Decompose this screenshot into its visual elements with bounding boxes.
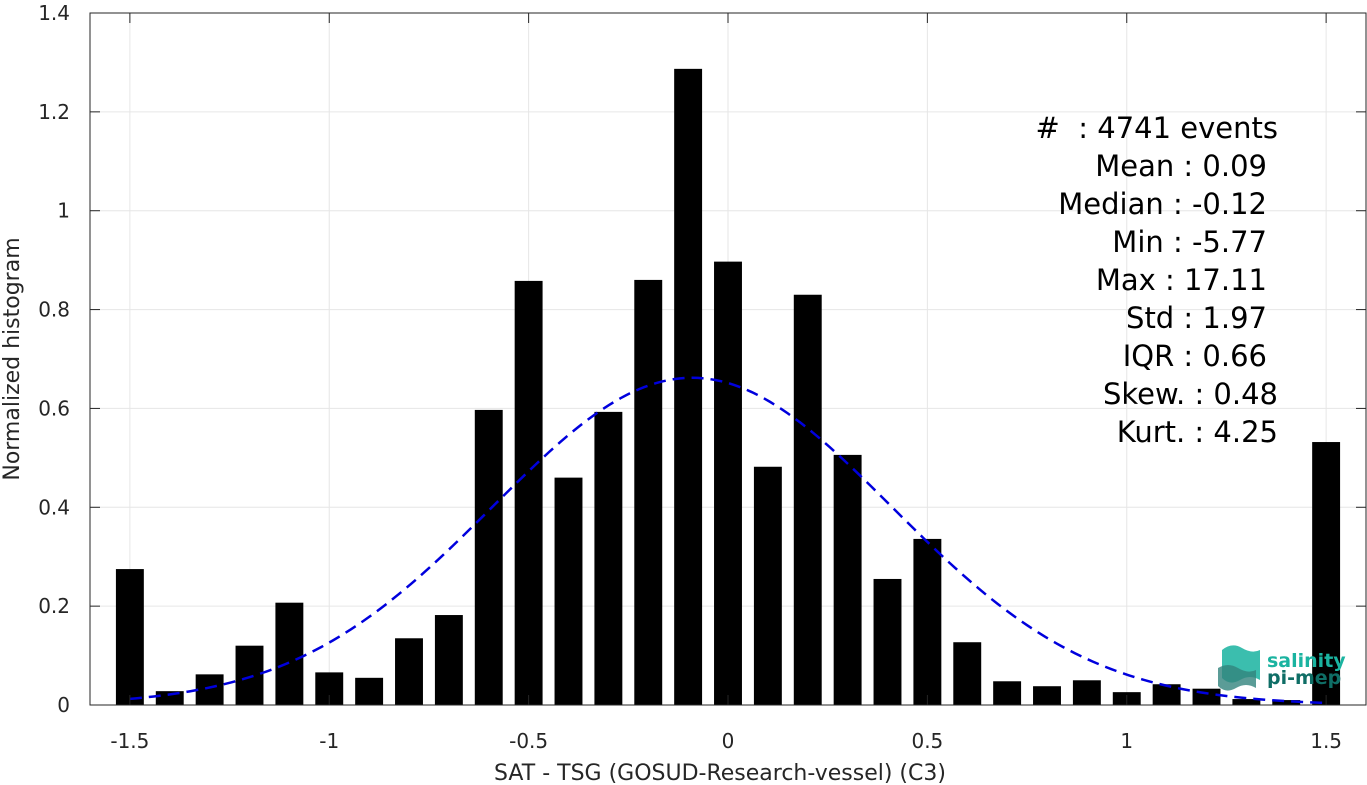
y-tick-label: 1.4 — [38, 1, 70, 25]
histogram-bar — [1033, 686, 1061, 705]
histogram-bar — [1312, 442, 1341, 705]
logo-line2: pi-mep — [1267, 667, 1341, 689]
histogram-bar — [634, 279, 663, 705]
histogram-bar — [355, 677, 384, 705]
histogram-bar — [833, 454, 862, 705]
statistics-box: # : 4741 events Mean : 0.09 Median : -0.… — [1036, 111, 1278, 449]
histogram-bar — [913, 538, 942, 705]
y-tick-labels: 0 0.2 0.4 0.6 0.8 1 1.2 1.4 — [38, 1, 70, 717]
x-tick-label: 0.5 — [911, 729, 943, 753]
histogram-bar — [434, 615, 463, 705]
x-tick-label: -0.5 — [509, 729, 548, 753]
histogram-bar — [753, 466, 782, 705]
histogram-bar — [1072, 680, 1101, 705]
y-tick-label: 1.2 — [38, 100, 70, 124]
histogram-bar — [1192, 688, 1221, 705]
gaussian-fit-curve — [129, 376, 1327, 705]
y-tick-label: 0 — [57, 693, 70, 717]
histogram-bar — [1152, 684, 1181, 705]
logo-waves-icon — [1218, 645, 1260, 691]
y-tick-label: 0.8 — [38, 298, 70, 322]
stat-kurt: Kurt. : 4.25 — [1117, 415, 1278, 449]
histogram-bars — [115, 68, 1341, 705]
stat-iqr: IQR : 0.66 — [1123, 339, 1267, 373]
x-tick-label: -1 — [319, 729, 339, 753]
stat-median: Median : -0.12 — [1058, 187, 1267, 221]
stat-skew: Skew. : 0.48 — [1103, 377, 1278, 411]
histogram-bar — [674, 68, 703, 705]
x-tick-label: 1 — [1120, 729, 1133, 753]
histogram-bar — [554, 477, 583, 705]
histogram-bar — [115, 569, 144, 705]
histogram-bar — [1272, 700, 1301, 705]
y-tick-label: 0.4 — [38, 495, 70, 519]
histogram-bar — [474, 409, 503, 705]
histogram-bar — [993, 681, 1022, 705]
y-tick-label: 1 — [57, 199, 70, 223]
stat-max: Max : 17.11 — [1096, 263, 1267, 297]
y-axis-label: Normalized histogram — [0, 237, 25, 480]
histogram-bar — [873, 578, 902, 705]
histogram-bar — [953, 642, 982, 705]
histogram-bar — [714, 261, 742, 705]
histogram-bar — [395, 638, 423, 705]
histogram-bar — [594, 411, 623, 705]
stat-mean: Mean : 0.09 — [1095, 149, 1267, 183]
x-tick-label: -1.5 — [110, 729, 149, 753]
x-tick-label: 0 — [722, 729, 735, 753]
stat-count: # : 4741 events — [1036, 111, 1278, 145]
histogram-bar — [1232, 699, 1261, 705]
axis-ticks — [90, 12, 1366, 706]
x-axis-label: SAT - TSG (GOSUD-Research-vessel) (C3) — [494, 761, 946, 785]
y-tick-label: 0.2 — [38, 594, 70, 618]
salinity-pi-mep-logo: salinity pi-mep — [1218, 645, 1346, 691]
stat-min: Min : -5.77 — [1112, 225, 1267, 259]
y-tick-label: 0.6 — [38, 396, 70, 420]
x-tick-label: 1.5 — [1310, 729, 1342, 753]
histogram-bar — [793, 294, 822, 705]
histogram-bar — [235, 645, 264, 705]
stat-std: Std : 1.97 — [1126, 301, 1267, 335]
histogram-bar — [514, 280, 543, 705]
histogram-bar — [275, 602, 304, 705]
histogram-bar — [195, 674, 224, 705]
grid-lines — [90, 12, 1366, 706]
x-tick-labels: -1.5 -1 -0.5 0 0.5 1 1.5 — [110, 729, 1342, 753]
logo-line1: salinity — [1267, 650, 1346, 672]
